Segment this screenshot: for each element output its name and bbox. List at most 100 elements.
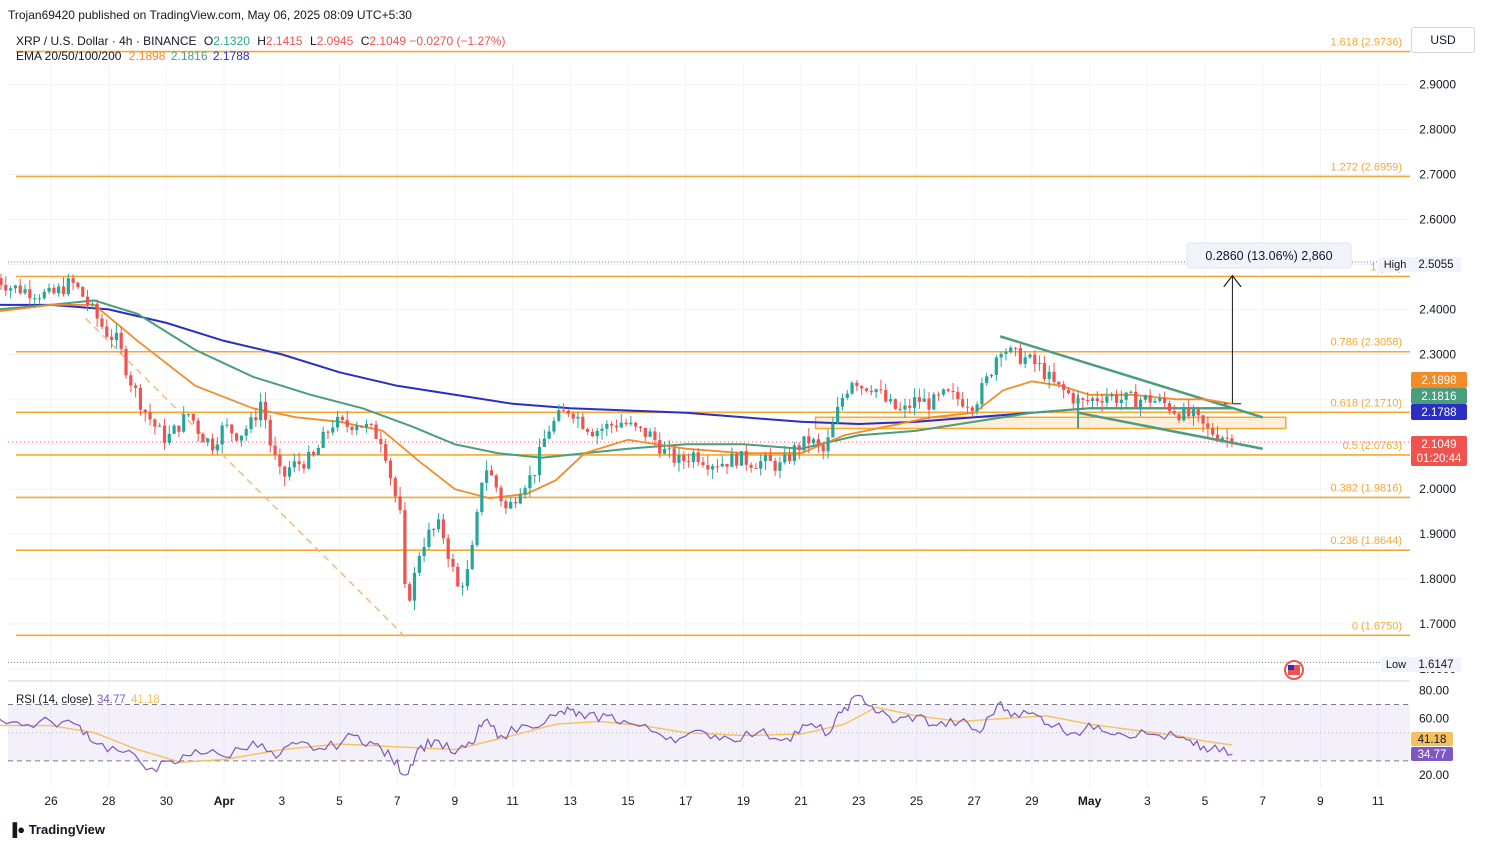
- candle-body-155: [739, 451, 744, 466]
- candle-body-239: [1143, 395, 1147, 400]
- candle-177: [845, 390, 849, 401]
- candle-body-25: [114, 332, 118, 340]
- candle-240: [1148, 389, 1152, 408]
- candle-body-24: [109, 336, 114, 340]
- candle-9: [37, 294, 42, 304]
- ema-title[interactable]: EMA 20/50/100/200: [16, 49, 122, 63]
- candle-body-62: [292, 461, 296, 468]
- candle-160: [763, 452, 768, 470]
- candle-body-150: [715, 466, 720, 468]
- low-label-box: [1381, 657, 1411, 672]
- candle-5: [18, 278, 22, 295]
- candle-body-241: [1153, 400, 1157, 403]
- candle-body-21: [95, 303, 99, 319]
- x-tick-21: 7: [1259, 794, 1266, 808]
- candle-57: [268, 415, 272, 453]
- symbol-title[interactable]: XRP / U.S. Dollar · 4h · BINANCE: [16, 34, 197, 48]
- ohlc-close: 2.1049: [369, 34, 407, 48]
- candle-body-1: [0, 278, 3, 285]
- candle-body-29: [134, 385, 138, 388]
- drawing-tools: 0.2860 (13.06%) 2,860: [85, 242, 1352, 639]
- x-tick-5: 5: [336, 794, 343, 808]
- candle-190: [908, 399, 912, 414]
- candle-body-121: [576, 416, 580, 419]
- candle-80: [379, 431, 383, 453]
- candle-211: [1009, 345, 1013, 354]
- price-tag-text-3: 2.1049: [1421, 439, 1456, 451]
- candle-body-128: [610, 423, 614, 426]
- candle-body-199: [951, 390, 955, 392]
- candle-157: [749, 462, 753, 473]
- candle-body-100: [475, 512, 479, 545]
- candle-146: [696, 447, 700, 466]
- candle-138: [658, 432, 662, 458]
- candle-body-60: [283, 466, 287, 477]
- candle-body-15: [66, 278, 70, 295]
- candle-163: [778, 456, 782, 479]
- x-tick-14: 23: [852, 794, 866, 808]
- fib-label-7: 0.236 (1.8644): [1330, 535, 1402, 547]
- candle-213: [1018, 343, 1022, 365]
- candle-body-145: [691, 452, 695, 463]
- currency-button[interactable]: USD: [1411, 27, 1475, 53]
- candle-body-11: [47, 287, 51, 292]
- candle-225: [1076, 390, 1080, 411]
- symbol-legend[interactable]: XRP / U.S. Dollar · 4h · BINANCE O2.1320…: [16, 34, 505, 48]
- candle-body-185: [884, 390, 888, 402]
- candle-body-9: [37, 298, 42, 300]
- candle-164: [783, 445, 787, 465]
- candle-body-202: [965, 406, 970, 408]
- ema-legend[interactable]: EMA 20/50/100/200 2.1898 2.1816 2.1788: [16, 49, 250, 63]
- candle-13: [57, 283, 61, 297]
- candle-body-17: [76, 282, 80, 288]
- candle-42: [196, 417, 200, 442]
- candle-123: [586, 427, 590, 436]
- candle-body-172: [821, 444, 825, 452]
- x-tick-0: 26: [44, 794, 58, 808]
- candle-92: [436, 513, 441, 533]
- candle-8: [33, 293, 37, 308]
- candle-body-124: [590, 431, 595, 437]
- candle-12: [52, 284, 56, 295]
- candle-171: [816, 433, 821, 453]
- candle-body-112: [533, 474, 537, 476]
- measure-label: 0.2860 (13.06%) 2,860: [1205, 249, 1332, 263]
- candle-254: [1215, 425, 1220, 443]
- candle-body-198: [946, 389, 950, 391]
- candle-body-240: [1148, 395, 1152, 403]
- candle-155: [739, 450, 744, 466]
- candle-19: [85, 289, 90, 312]
- candle-47: [220, 422, 224, 454]
- measure-arrow-head: [1223, 274, 1242, 288]
- candle-body-54: [254, 417, 258, 421]
- candle-body-115: [547, 431, 551, 439]
- low-label: Low: [1386, 659, 1406, 671]
- candle-58: [273, 436, 277, 461]
- candle-61: [287, 460, 292, 481]
- x-tick-22: 9: [1317, 794, 1324, 808]
- high-label-box: [1379, 257, 1411, 272]
- candle-body-27: [124, 348, 128, 376]
- fib-label-3: 0.786 (2.3058): [1330, 337, 1402, 349]
- candle-body-162: [773, 460, 777, 471]
- candle-body-200: [956, 391, 960, 400]
- candle-88: [417, 552, 421, 577]
- x-tick-10: 15: [621, 794, 635, 808]
- candle-199: [951, 382, 955, 400]
- candle-4: [13, 284, 18, 294]
- candle-95: [451, 553, 455, 572]
- candle-body-255: [1220, 437, 1224, 441]
- ohlc-low: 2.0945: [316, 34, 354, 48]
- x-tick-6: 7: [394, 794, 401, 808]
- x-tick-17: 29: [1025, 794, 1039, 808]
- candle-body-76: [360, 425, 364, 428]
- candle-body-44: [206, 438, 210, 443]
- candle-body-58: [273, 445, 277, 455]
- candle-body-244: [1167, 403, 1172, 411]
- candle-65: [307, 445, 311, 471]
- dashed-trendline: [85, 317, 407, 639]
- y-tick-6: 2.3000: [1419, 347, 1456, 361]
- candle-196: [937, 391, 941, 402]
- x-tick-1: 28: [102, 794, 116, 808]
